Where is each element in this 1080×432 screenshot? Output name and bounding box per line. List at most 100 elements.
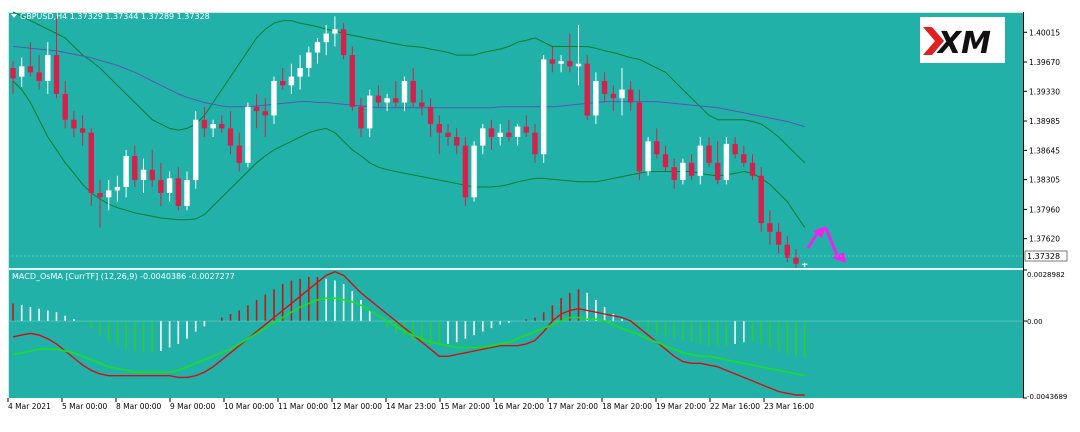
time-tick-label: 8 Mar 00:00 — [116, 402, 162, 411]
bull-candle — [332, 16, 338, 47]
bull-candle — [367, 89, 373, 137]
bull-candle — [210, 119, 216, 137]
time-tick-label: 9 Mar 00:00 — [170, 402, 216, 411]
bear-candle — [749, 154, 756, 181]
candle-body — [471, 145, 477, 198]
candle-body — [27, 66, 34, 73]
bear-candle — [758, 167, 764, 232]
candle-body — [340, 29, 347, 56]
candle-body — [793, 257, 799, 264]
candle-body — [253, 106, 260, 112]
bull-candle — [106, 180, 112, 211]
candle-body — [158, 180, 164, 194]
candle-body — [184, 180, 190, 206]
candle-body — [19, 66, 25, 77]
candle-body — [410, 80, 416, 103]
candle-body — [741, 154, 747, 163]
forecast-arrow-down-segment — [824, 227, 840, 259]
macd-header-text: MACD_OsMA [CurrTF] (12,26,9) -0.0040386 … — [12, 272, 235, 281]
price-tick-label: 1.37960 — [1029, 205, 1060, 214]
bear-candle — [654, 128, 660, 159]
bear-candle — [741, 145, 747, 168]
last-price-tag: 1.37328 — [8, 250, 1068, 262]
bull-candle — [45, 42, 51, 94]
bull-candle — [384, 93, 390, 112]
candle-body — [775, 231, 782, 245]
candle-body — [593, 80, 599, 116]
symbol-header-text: GBPUSD,H4 1.37329 1.37344 1.37289 1.3732… — [20, 12, 210, 21]
bull-candle — [471, 141, 477, 202]
candle-body — [584, 63, 590, 116]
time-tick-label: 22 Mar 16:00 — [710, 402, 760, 411]
bear-candle — [158, 162, 164, 206]
price-tick-label: 1.38645 — [1029, 146, 1060, 155]
bear-candle — [175, 167, 181, 211]
bear-candle — [358, 98, 364, 137]
candle-body — [523, 126, 529, 133]
price-tick-label: 1.37620 — [1029, 235, 1060, 244]
bull-candle — [114, 175, 121, 202]
candle-body — [514, 126, 521, 137]
candle-body — [784, 244, 790, 258]
bear-candle — [236, 132, 242, 172]
candle-body — [149, 169, 155, 181]
bull-candle — [288, 63, 295, 94]
candle-body — [166, 178, 173, 194]
time-tick-label: 18 Mar 20:00 — [602, 402, 652, 411]
time-tick-label: 16 Mar 20:00 — [494, 402, 544, 411]
bear-candle — [10, 61, 16, 94]
candle-body — [132, 155, 138, 181]
time-tick-label: 19 Mar 20:00 — [656, 402, 706, 411]
candle-body — [140, 169, 147, 181]
candle-body — [45, 55, 51, 81]
price-tick-label: 1.38305 — [1029, 176, 1060, 185]
candle-body — [662, 154, 669, 168]
candle-body — [419, 102, 425, 107]
bear-candle — [636, 89, 643, 181]
candle-body — [567, 61, 573, 67]
candle-body — [697, 145, 703, 176]
candle-body — [236, 145, 242, 163]
bull-candle — [680, 158, 686, 185]
candle-body — [654, 141, 660, 155]
price-tick-label: 1.39330 — [1029, 87, 1060, 96]
bull-candle — [314, 37, 321, 64]
price-panel[interactable] — [8, 12, 1023, 268]
price-axis-ticks: 1.40015 1.39670 1.39330 1.38985 1.38645 1.383… — [1023, 28, 1060, 244]
bear-candle — [784, 236, 790, 262]
candle-body — [358, 106, 364, 129]
bear-candle — [349, 46, 355, 112]
candle-body — [680, 162, 686, 181]
candle-body — [454, 136, 460, 146]
bull-candle — [271, 76, 277, 125]
price-axis — [1023, 12, 1080, 398]
bear-candle — [201, 106, 208, 137]
bull-candle — [541, 55, 547, 163]
candle-body — [349, 55, 355, 107]
candle-body — [549, 59, 556, 64]
price-tick-label: 1.40015 — [1029, 28, 1060, 37]
bear-candle — [419, 89, 425, 116]
bull-candle — [184, 171, 190, 211]
candle-body — [36, 72, 42, 81]
bull-candle — [558, 55, 564, 73]
xm-logo-red-mark — [923, 27, 944, 55]
candle-body — [636, 102, 643, 172]
candle-body — [532, 132, 538, 155]
bear-candle — [506, 119, 512, 142]
candle-body — [688, 162, 695, 176]
candle-body — [245, 106, 251, 163]
time-tick-label: 14 Mar 23:00 — [386, 402, 436, 411]
macd-lines — [12, 270, 805, 396]
time-tick-label: 12 Mar 00:00 — [332, 402, 382, 411]
middle-band-line — [12, 46, 805, 128]
candle-body — [558, 61, 564, 64]
candle-body — [367, 95, 373, 129]
forecast-arrow-up-head — [813, 226, 826, 238]
bull-candle — [19, 57, 25, 87]
bull-candle — [697, 136, 703, 185]
bear-candle — [688, 154, 695, 181]
candle-body — [297, 68, 303, 77]
